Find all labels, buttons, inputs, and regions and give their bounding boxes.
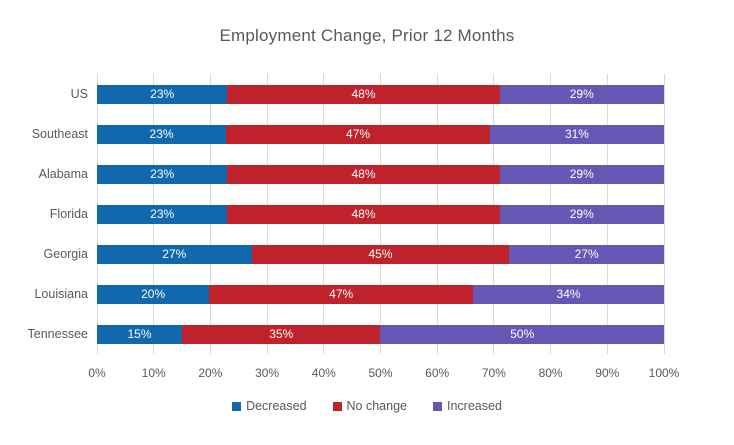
bar-segment-increased: 29% [499,164,664,184]
data-label: 23% [149,127,174,141]
stacked-bar: 23% 48% 29% [97,164,664,184]
x-axis-tick-label: 20% [198,366,223,380]
category-label: Tennessee [27,327,88,341]
x-axis-tick-label: 0% [88,366,106,380]
bar-segment-no-change: 48% [227,204,500,224]
data-label: 31% [564,127,589,141]
bar-segment-decreased: 23% [97,84,228,104]
bar-segment-increased: 34% [473,284,664,304]
category-label: US [70,87,88,101]
data-label: 45% [368,247,393,261]
legend-label: No change [346,399,407,413]
data-label: 23% [150,87,175,101]
data-label: 48% [351,207,376,221]
bar-segment-decreased: 15% [97,324,183,344]
bar-segment-decreased: 23% [97,164,228,184]
stacked-bar: 23% 47% 31% [97,124,664,144]
data-label: 29% [569,207,594,221]
bar-segment-decreased: 23% [97,204,228,224]
data-label: 50% [510,327,535,341]
stacked-bar: 15% 35% 50% [97,324,664,344]
legend-item-increased: Increased [433,399,502,413]
bar-row: Florida 23% 48% 29% [50,204,664,224]
legend-label: Decreased [246,399,307,413]
data-label: 47% [346,127,371,141]
data-label: 29% [569,87,594,101]
x-axis-tick-label: 100% [648,366,680,380]
legend-item-no-change: No change [332,399,407,413]
x-axis-tick-label: 90% [595,366,620,380]
legend-swatch-icon [332,401,342,411]
bar-segment-no-change: 47% [209,284,474,304]
bar-segment-increased: 29% [499,84,664,104]
bar-segment-increased: 27% [509,244,664,264]
bar-segment-decreased: 27% [97,244,252,264]
bar-row: US 23% 48% 29% [71,84,664,104]
data-label: 23% [150,167,175,181]
x-axis-tick-label: 30% [255,366,280,380]
bar-segment-no-change: 47% [226,124,490,144]
bar-segment-increased: 31% [489,124,664,144]
bar-segment-no-change: 48% [227,84,500,104]
x-axis-tick-label: 50% [368,366,393,380]
stacked-bar: 23% 48% 29% [97,204,664,224]
x-axis-tick-label: 60% [425,366,450,380]
stacked-bar: 23% 48% 29% [97,84,664,104]
x-axis-tick-label: 70% [481,366,506,380]
data-label: 27% [162,247,187,261]
legend: Decreased No change Increased [0,399,734,413]
data-label: 48% [351,167,376,181]
data-label: 29% [569,167,594,181]
x-axis: 0% 10% 20% 30% 40% 50% 60% 70% 80% 90% 100% [88,366,679,382]
category-label: Alabama [38,167,88,181]
stacked-bar: 20% 47% 34% [97,284,664,304]
bar-segment-increased: 50% [380,324,664,344]
bar-segment-no-change: 35% [182,324,381,344]
data-label: 34% [556,287,581,301]
legend-swatch-icon [232,401,242,411]
bar-row: Tennessee 15% 35% 50% [28,324,664,344]
legend-swatch-icon [433,401,442,411]
data-label: 35% [269,327,294,341]
bar-segment-no-change: 48% [227,164,500,184]
stacked-bar: 27% 45% 27% [97,244,664,264]
x-axis-tick-label: 10% [141,366,166,380]
bar-row: Louisiana 20% 47% 34% [34,284,664,304]
category-label: Georgia [43,247,88,261]
bar-row: Southeast 23% 47% 31% [32,124,664,144]
bar-row: Alabama 23% 48% 29% [39,164,664,184]
bar-segment-no-change: 45% [251,244,510,264]
x-axis-tick-label: 40% [311,366,336,380]
bar-segment-decreased: 20% [97,284,210,304]
data-label: 47% [329,287,354,301]
legend-label: Increased [447,399,502,413]
gridline [663,74,665,354]
data-label: 23% [150,207,175,221]
data-label: 48% [351,87,376,101]
bar-segment-decreased: 23% [97,124,227,144]
category-label: Southeast [31,127,88,141]
category-label: Florida [49,207,88,221]
category-label: Louisiana [34,287,88,301]
data-label: 20% [141,287,166,301]
data-label: 15% [127,327,152,341]
legend-item-decreased: Decreased [232,399,307,413]
chart-title: Employment Change, Prior 12 Months [219,26,515,45]
plot-area: US 23% 48% 29% Southeast 23% 47% 31% Alabama 23% 4… [28,74,665,354]
data-label: 27% [574,247,599,261]
bar-segment-increased: 29% [499,204,664,224]
bar-row: Georgia 27% 45% 27% [44,244,664,264]
x-axis-tick-label: 80% [538,366,563,380]
